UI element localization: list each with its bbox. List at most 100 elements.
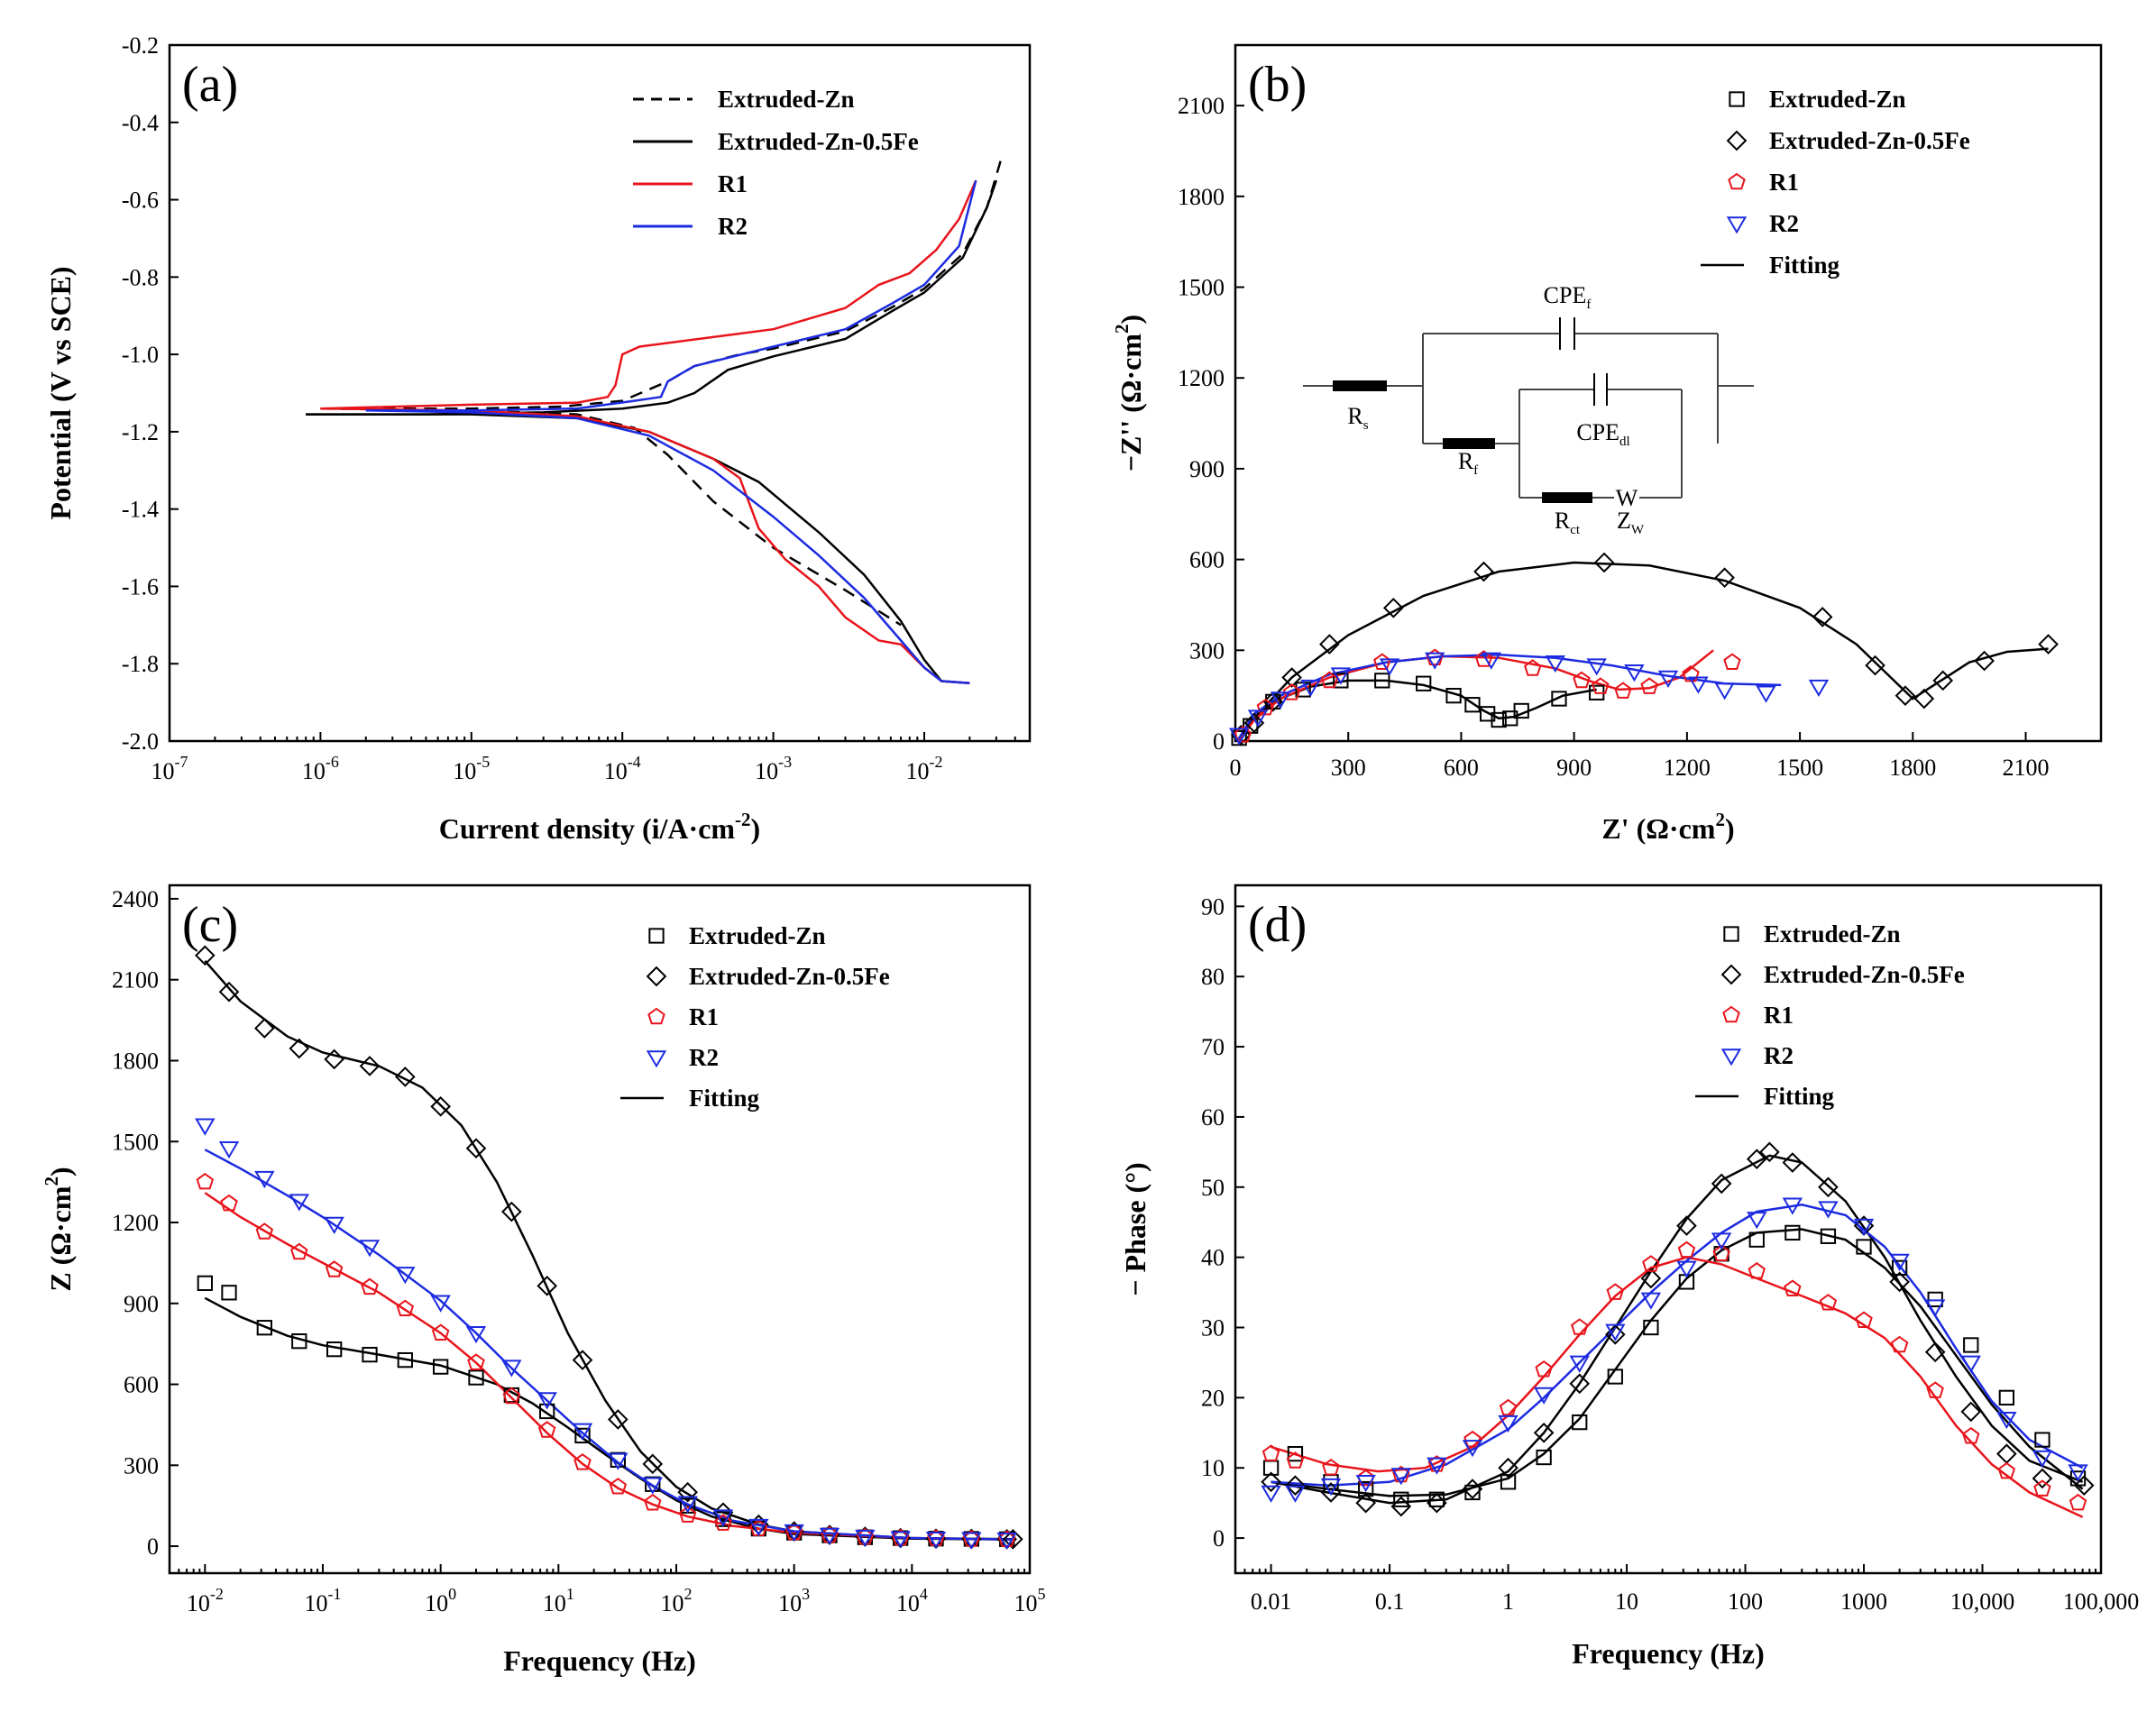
data-point bbox=[1818, 1176, 1839, 1198]
data-point bbox=[359, 1056, 381, 1076]
data-point bbox=[1759, 1141, 1780, 1163]
x-tick-label: 1200 bbox=[1664, 755, 1711, 781]
data-point bbox=[2068, 1464, 2088, 1482]
data-point bbox=[1573, 671, 1591, 689]
y-tick-label: 0 bbox=[1213, 728, 1225, 755]
data-point bbox=[1382, 597, 1404, 618]
y-axis-label: −Z'' (Ω·cm2) bbox=[1111, 315, 1147, 471]
polarization-curve-cathodic bbox=[320, 407, 902, 627]
data-point bbox=[1481, 652, 1502, 670]
data-point bbox=[539, 1403, 555, 1420]
data-point bbox=[1856, 1239, 1872, 1255]
data-point bbox=[2073, 1475, 2095, 1496]
warburg-symbol: W bbox=[1616, 485, 1638, 511]
x-tick-label: 102 bbox=[661, 1585, 693, 1616]
data-point bbox=[1960, 1401, 1982, 1423]
data-point bbox=[1228, 728, 1250, 746]
data-point bbox=[1640, 1268, 1662, 1289]
data-point bbox=[1358, 1480, 1374, 1497]
data-point bbox=[1536, 1449, 1552, 1466]
x-tick-label: 10,000 bbox=[1950, 1588, 2015, 1615]
y-tick-label: 0 bbox=[1213, 1525, 1225, 1552]
data-point bbox=[1586, 658, 1607, 676]
data-point bbox=[1285, 1485, 1306, 1503]
resistor bbox=[1443, 438, 1495, 449]
x-tick-label: 10-2 bbox=[187, 1585, 224, 1616]
data-point bbox=[2038, 634, 2059, 655]
y-tick-label: 70 bbox=[1201, 1034, 1225, 1060]
legend-marker bbox=[1720, 1048, 1742, 1067]
data-point bbox=[1926, 1381, 1944, 1398]
data-point bbox=[1812, 607, 1833, 627]
data-point bbox=[218, 1140, 240, 1159]
data-point bbox=[1605, 1323, 1626, 1341]
polarization-curve-cathodic bbox=[365, 409, 970, 684]
x-tick-label: 0.1 bbox=[1375, 1588, 1405, 1615]
data-point bbox=[1913, 688, 1935, 710]
data-point bbox=[1756, 685, 1776, 703]
data-point bbox=[1545, 655, 1565, 673]
data-point bbox=[1533, 1422, 1555, 1443]
y-tick-label: 80 bbox=[1201, 964, 1225, 990]
data-point bbox=[325, 1260, 344, 1277]
x-tick-label: 10-1 bbox=[305, 1585, 342, 1616]
data-point bbox=[289, 1038, 310, 1059]
data-point bbox=[1524, 659, 1542, 676]
legend-marker bbox=[646, 1050, 667, 1068]
data-point bbox=[1657, 670, 1679, 688]
data-point bbox=[1572, 1414, 1588, 1431]
data-point bbox=[1330, 667, 1352, 685]
data-point bbox=[290, 1242, 308, 1260]
data-point bbox=[395, 1067, 416, 1087]
x-tick-label: 1800 bbox=[1889, 755, 1936, 781]
data-point bbox=[291, 1333, 307, 1350]
data-point bbox=[1889, 1253, 1910, 1271]
legend-marker bbox=[1728, 172, 1746, 190]
x-tick-label: 1000 bbox=[1840, 1588, 1887, 1615]
data-point bbox=[1261, 1444, 1280, 1461]
data-point bbox=[1682, 664, 1700, 682]
data-point bbox=[1270, 691, 1291, 710]
resistor bbox=[1542, 492, 1592, 503]
data-point bbox=[430, 1096, 451, 1117]
legend-marker bbox=[647, 1007, 665, 1025]
y-tick-label: 2100 bbox=[1178, 93, 1225, 119]
data-point bbox=[714, 1514, 732, 1531]
data-point bbox=[1819, 1294, 1838, 1311]
data-point bbox=[431, 1323, 450, 1341]
legend-label: R2 bbox=[718, 213, 748, 240]
data-point bbox=[1963, 1337, 1979, 1353]
data-point bbox=[1569, 1355, 1590, 1373]
data-point bbox=[1711, 1232, 1732, 1250]
legend-label: Extruded-Zn bbox=[689, 922, 826, 949]
y-tick-label: 1500 bbox=[1178, 275, 1225, 301]
legend-label: Extruded-Zn-0.5Fe bbox=[1764, 961, 1965, 988]
data-point bbox=[1932, 670, 1954, 691]
data-point bbox=[1003, 1528, 1023, 1550]
y-tick-label: 50 bbox=[1201, 1175, 1225, 1201]
data-point bbox=[1261, 1485, 1281, 1503]
data-point bbox=[465, 1325, 487, 1344]
y-tick-label: 20 bbox=[1201, 1385, 1225, 1411]
y-tick-label: 300 bbox=[1189, 637, 1225, 664]
y-tick-label: -1.6 bbox=[122, 573, 159, 600]
y-axis-label: Z (Ω·cm2) bbox=[41, 1167, 77, 1291]
y-tick-label: -0.8 bbox=[122, 264, 159, 290]
data-point bbox=[1256, 698, 1275, 716]
panel-label: (d) bbox=[1248, 897, 1307, 953]
data-point bbox=[254, 1018, 275, 1039]
fit-curve bbox=[1236, 561, 2049, 742]
data-point bbox=[748, 1518, 769, 1537]
data-point bbox=[2033, 1479, 2051, 1497]
y-tick-label: 600 bbox=[124, 1372, 159, 1398]
legend-label: Fitting bbox=[1769, 252, 1839, 279]
x-tick-label: 101 bbox=[543, 1585, 574, 1616]
data-point bbox=[1974, 650, 1995, 672]
data-point bbox=[537, 1421, 556, 1438]
data-point bbox=[468, 1369, 484, 1386]
y-tick-label: -0.2 bbox=[122, 32, 159, 59]
data-point bbox=[1464, 697, 1481, 713]
fit-curve bbox=[1271, 1204, 2084, 1487]
data-point bbox=[1498, 1457, 1518, 1479]
